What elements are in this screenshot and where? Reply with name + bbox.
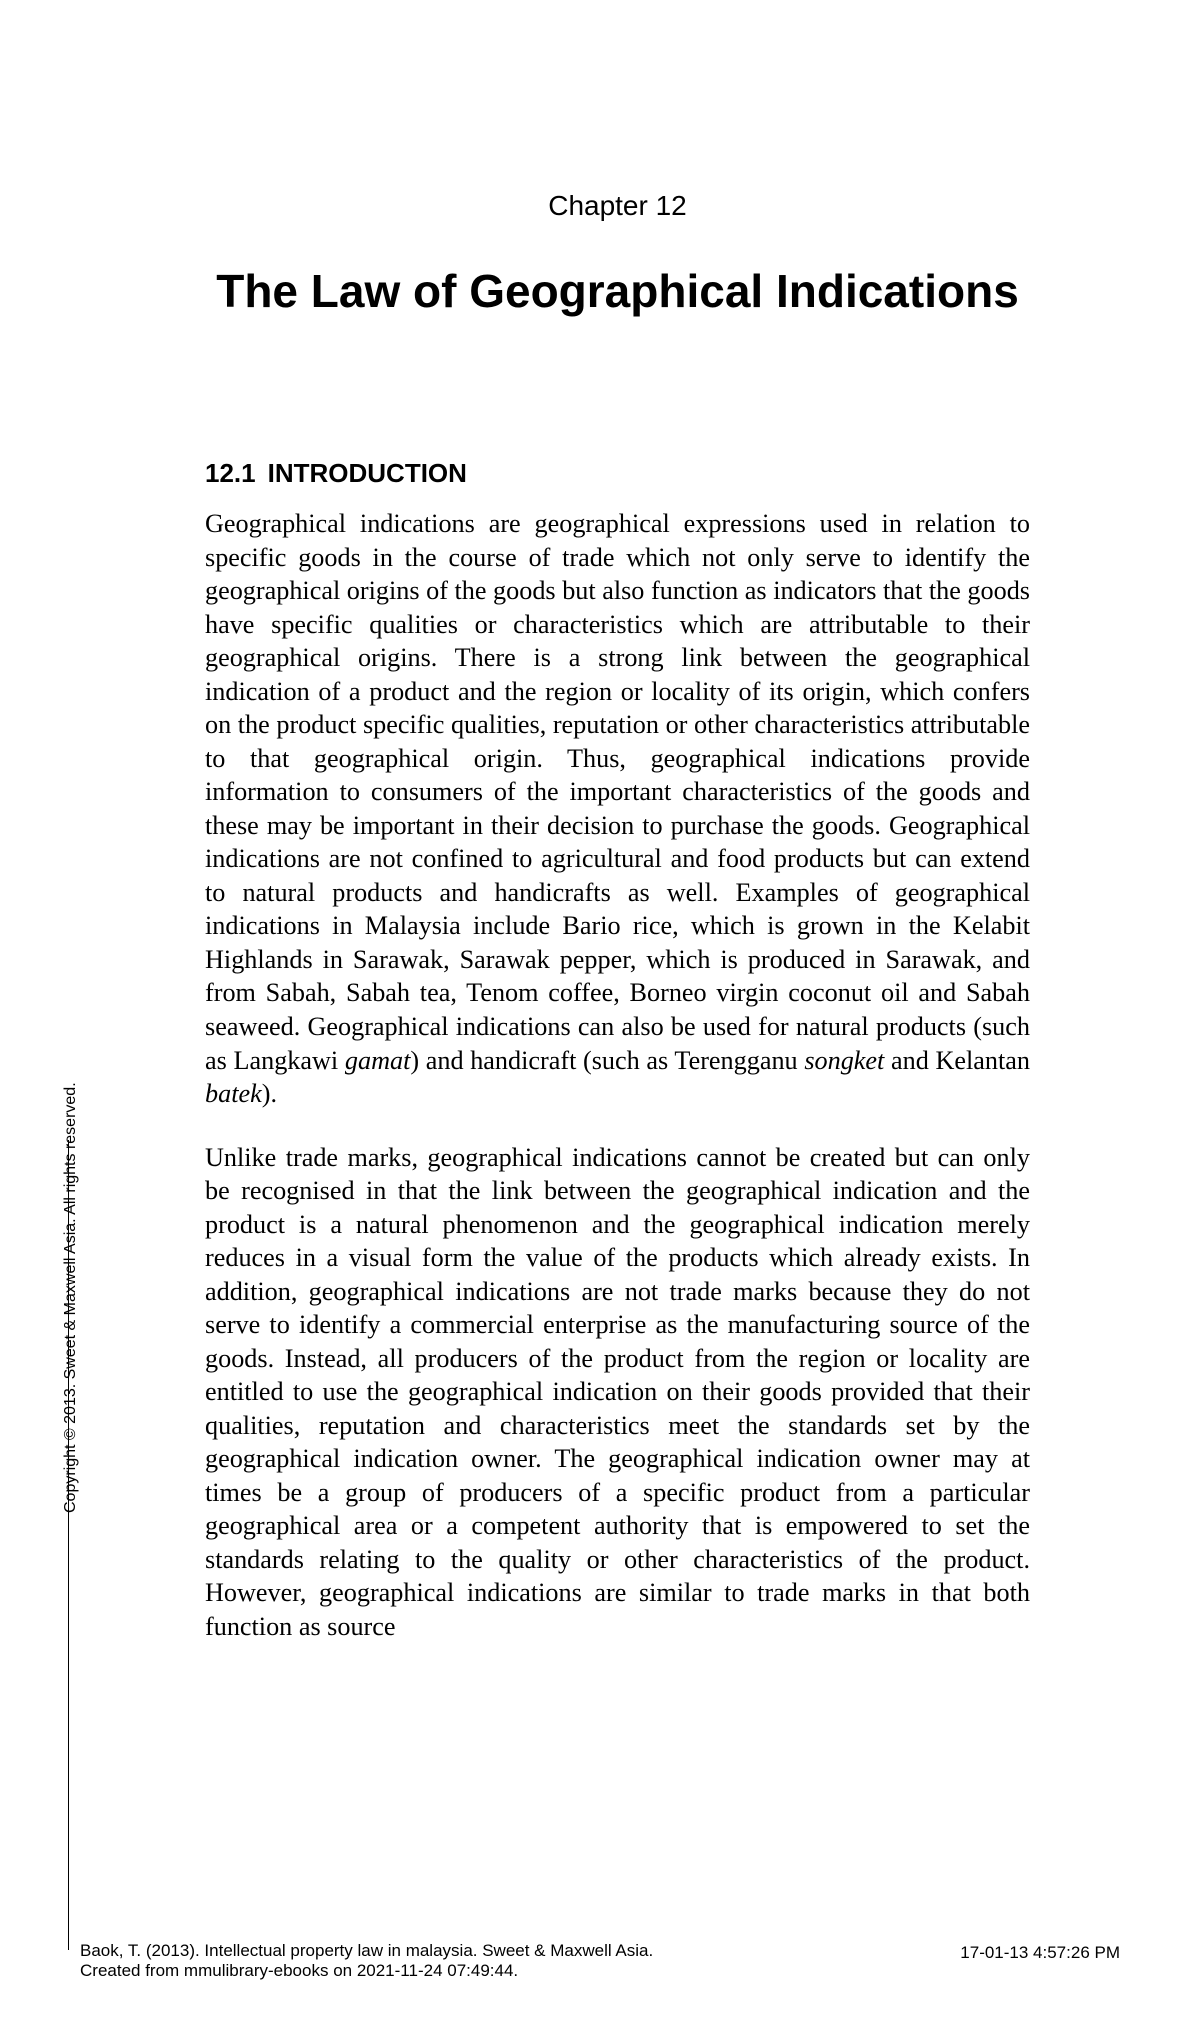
- text-run: Geographical indications are geographica…: [205, 509, 1030, 1075]
- paragraph-1: Geographical indications are geographica…: [205, 507, 1030, 1111]
- footer-timestamp: 17-01-13 4:57:26 PM: [960, 1943, 1120, 1963]
- chapter-title: The Law of Geographical Indications: [205, 264, 1030, 318]
- copyright-vertical: Copyright © 2013. Sweet & Maxwell Asia. …: [62, 1082, 80, 1513]
- paragraph-2: Unlike trade marks, geographical indicat…: [205, 1141, 1030, 1644]
- text-run: and Kelantan: [884, 1046, 1030, 1075]
- chapter-number: Chapter 12: [205, 190, 1030, 222]
- page-footer: Baok, T. (2013). Intellectual property l…: [80, 1941, 1120, 1981]
- footer-citation-line2: Created from mmulibrary-ebooks on 2021-1…: [80, 1961, 1120, 1981]
- section-number: 12.1: [205, 458, 256, 488]
- italic-term: gamat: [345, 1046, 410, 1075]
- italic-term: batek: [205, 1079, 262, 1108]
- section-title: INTRODUCTION: [268, 458, 467, 488]
- text-run: ).: [262, 1079, 277, 1108]
- document-page: Chapter 12 The Law of Geographical Indic…: [0, 0, 1200, 2043]
- text-run: ) and handicraft (such as Terengganu: [410, 1046, 804, 1075]
- italic-term: songket: [804, 1046, 884, 1075]
- section-heading: 12.1 INTRODUCTION: [205, 458, 1030, 489]
